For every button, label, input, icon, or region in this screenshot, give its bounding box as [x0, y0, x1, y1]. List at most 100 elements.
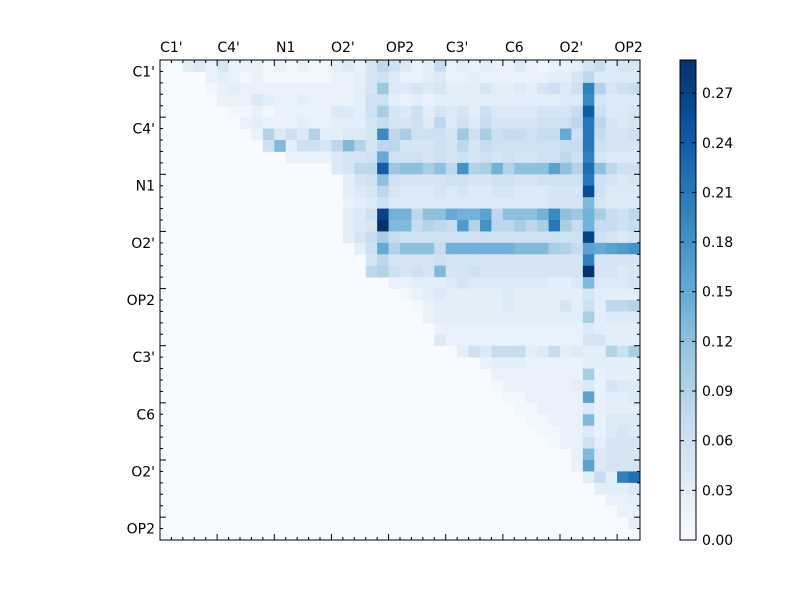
heatmap-cell	[342, 174, 355, 187]
heatmap-cell	[605, 402, 618, 415]
y-tick-label: C3'	[132, 350, 155, 366]
heatmap-cell	[560, 174, 572, 187]
heatmap-cell	[628, 517, 641, 529]
heatmap-cell	[571, 197, 584, 209]
heatmap-cell	[320, 128, 332, 141]
heatmap-cell	[537, 197, 549, 209]
heatmap-cell	[240, 71, 252, 84]
heatmap-cell	[377, 94, 389, 107]
heatmap-cell	[628, 105, 641, 118]
heatmap-cell	[548, 277, 561, 289]
heatmap-cell	[594, 300, 607, 312]
heatmap-cell	[320, 60, 332, 72]
heatmap-cell	[594, 231, 607, 244]
heatmap-cell	[617, 505, 629, 518]
heatmap-cell	[434, 60, 447, 72]
heatmap-cell	[605, 277, 618, 289]
heatmap-cell	[514, 288, 527, 301]
heatmap-cell	[445, 277, 458, 289]
heatmap-cell	[457, 197, 469, 209]
heatmap-cell	[502, 357, 515, 369]
heatmap-cell	[548, 402, 561, 415]
heatmap-cell	[537, 231, 549, 244]
x-tick-label: OP2	[614, 40, 642, 56]
heatmap-cell	[628, 505, 641, 518]
heatmap-cell	[354, 140, 367, 152]
heatmap-cell	[228, 105, 241, 118]
heatmap-cell	[457, 185, 469, 198]
heatmap-ticks	[160, 60, 640, 540]
heatmap-cell	[617, 265, 629, 278]
heatmap-cell	[537, 208, 549, 221]
heatmap-cell	[617, 460, 629, 472]
heatmap-cell	[457, 322, 469, 335]
heatmap-cell	[354, 162, 367, 175]
heatmap-cell	[594, 391, 607, 404]
heatmap-cell	[628, 242, 641, 255]
heatmap-cell	[560, 391, 572, 404]
heatmap-cell	[377, 128, 389, 141]
heatmap-cell	[514, 185, 527, 198]
heatmap-cell	[571, 334, 584, 347]
heatmap-cell	[605, 162, 618, 175]
x-tick-label: O2'	[331, 40, 355, 56]
heatmap-cell	[434, 322, 447, 335]
heatmap-cell	[537, 414, 549, 427]
heatmap-cell	[617, 151, 629, 164]
heatmap-cell	[582, 151, 595, 164]
heatmap-cell	[582, 414, 595, 427]
heatmap-cell	[617, 311, 629, 324]
heatmap-cell	[445, 242, 458, 255]
heatmap-cell	[354, 231, 367, 244]
heatmap-cell	[274, 105, 287, 118]
heatmap-cell	[445, 197, 458, 209]
heatmap-cell	[468, 60, 481, 72]
heatmap-cell	[502, 368, 515, 381]
heatmap-cell	[480, 128, 492, 141]
heatmap-cell	[400, 105, 412, 118]
heatmap-cell	[594, 162, 607, 175]
heatmap-cell	[422, 197, 435, 209]
heatmap-cell	[434, 82, 447, 95]
heatmap-cell	[617, 334, 629, 347]
heatmap-cell	[434, 197, 447, 209]
heatmap-cell	[434, 94, 447, 107]
heatmap-cell	[274, 94, 287, 107]
heatmap-cell	[594, 322, 607, 335]
heatmap-cell	[502, 71, 515, 84]
x-tick-label: C3'	[446, 40, 469, 56]
heatmap-cell	[445, 231, 458, 244]
heatmap-cell	[502, 391, 515, 404]
heatmap-cell	[377, 197, 389, 209]
heatmap-cell	[194, 60, 207, 72]
heatmap-cell	[297, 105, 309, 118]
heatmap-cell	[548, 311, 561, 324]
heatmap-cell	[525, 231, 538, 244]
y-tick-label: C4'	[132, 122, 155, 138]
heatmap-cell	[537, 300, 549, 312]
heatmap-cell	[502, 60, 515, 72]
heatmap-cell	[525, 117, 538, 129]
heatmap-cell	[571, 277, 584, 289]
heatmap-cell	[605, 94, 618, 107]
heatmap-cell	[354, 197, 367, 209]
heatmap-cell	[582, 117, 595, 129]
heatmap-cell	[491, 311, 504, 324]
heatmap-cell	[354, 94, 367, 107]
heatmap-cell	[605, 380, 618, 392]
heatmap-cell	[514, 105, 527, 118]
heatmap-cell	[605, 322, 618, 335]
heatmap-cell	[537, 140, 549, 152]
heatmap-cell	[297, 71, 309, 84]
heatmap-cell	[400, 151, 412, 164]
x-tick-label: OP2	[386, 40, 414, 56]
heatmap-cell	[262, 94, 275, 107]
heatmap-cell	[605, 71, 618, 84]
heatmap-cell	[297, 151, 309, 164]
heatmap-cell	[571, 345, 584, 358]
heatmap-cell	[365, 60, 378, 72]
heatmap-cell	[400, 197, 412, 209]
heatmap-cell	[628, 197, 641, 209]
heatmap-cell	[525, 380, 538, 392]
heatmap-cell	[605, 414, 618, 427]
